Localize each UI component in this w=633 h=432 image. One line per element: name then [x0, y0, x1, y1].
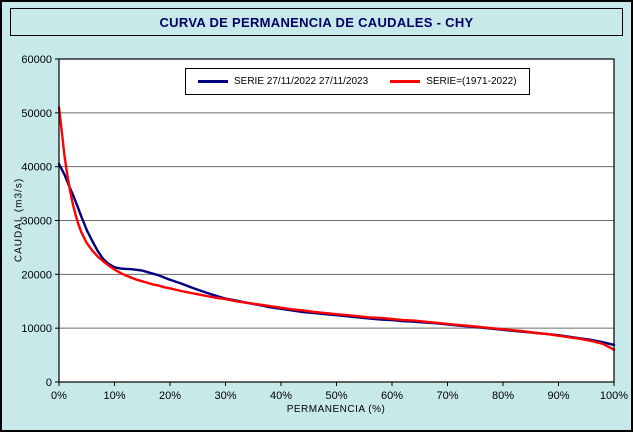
y-axis-label: CAUDAL (m3/s)	[13, 177, 25, 263]
x-tick-label: 100%	[600, 390, 628, 402]
chart-title: CURVA DE PERMANENCIA DE CAUDALES - CHY	[159, 14, 474, 30]
x-tick-label: 70%	[436, 390, 458, 402]
x-tick-label: 80%	[492, 390, 514, 402]
series-line-2	[57, 106, 616, 351]
x-tick-label: 90%	[547, 390, 569, 402]
y-tick-label: 30000	[21, 216, 52, 228]
x-tick-label: 60%	[381, 390, 403, 402]
chart-title-box: CURVA DE PERMANENCIA DE CAUDALES - CHY	[10, 8, 623, 36]
series2-label: SERIE=(1971-2022)	[426, 76, 517, 87]
x-tick-label: 0%	[51, 390, 67, 402]
y-tick-label: 0	[46, 377, 52, 389]
legend: SERIE 27/11/2022 27/11/2023 SERIE=(1971-…	[185, 68, 530, 95]
series2-line-swatch	[390, 80, 421, 83]
x-tick-label: 30%	[214, 390, 236, 402]
y-tick-label: 50000	[21, 108, 52, 120]
y-tick-label: 10000	[21, 323, 52, 335]
x-axis-label: PERMANENCIA (%)	[286, 404, 386, 415]
legend-item-series1: SERIE 27/11/2022 27/11/2023	[198, 76, 368, 87]
series1-label: SERIE 27/11/2022 27/11/2023	[234, 76, 369, 87]
x-tick-label: 50%	[325, 390, 347, 402]
legend-item-series2: SERIE=(1971-2022)	[390, 76, 517, 87]
series1-line-swatch	[198, 80, 228, 83]
plot-border	[58, 58, 615, 383]
y-tick-label: 20000	[21, 269, 52, 281]
y-tick-label: 60000	[21, 54, 52, 66]
y-tick-label: 40000	[21, 162, 52, 174]
x-tick-label: 40%	[270, 390, 292, 402]
x-tick-label: 10%	[103, 390, 125, 402]
x-tick-label: 20%	[159, 390, 181, 402]
